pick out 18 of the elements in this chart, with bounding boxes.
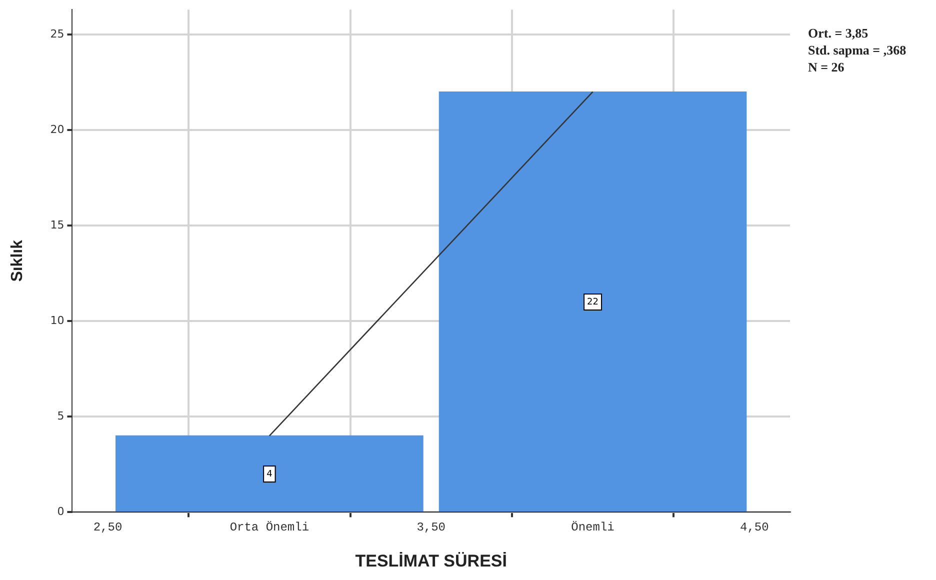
text: N = 26 (808, 59, 845, 74)
text: Ort. = 3,85 (808, 25, 869, 40)
y-tick-label: 15 (50, 218, 64, 232)
x-tick-label: Önemli (571, 520, 614, 535)
y-tick-label: 10 (50, 314, 64, 327)
data-label: 22 (587, 297, 598, 308)
y-tick-label: 0 (57, 505, 64, 518)
x-tick-label: 2,50 (93, 520, 122, 535)
x-tick-label: 3,50 (416, 520, 446, 535)
data-label: 4 (266, 469, 273, 480)
x-axis-title: TESLİMAT SÜRESİ (355, 551, 507, 570)
x-tick-label: Orta Önemli (230, 520, 310, 535)
x-tick-label: 4,50 (740, 520, 769, 535)
y-tick-label: 25 (50, 27, 64, 40)
y-axis-title: Sıklık (9, 240, 26, 282)
text: Std. sapma = ,368 (808, 42, 907, 58)
y-tick-label: 5 (57, 410, 64, 423)
y-tick-label: 20 (50, 122, 64, 136)
